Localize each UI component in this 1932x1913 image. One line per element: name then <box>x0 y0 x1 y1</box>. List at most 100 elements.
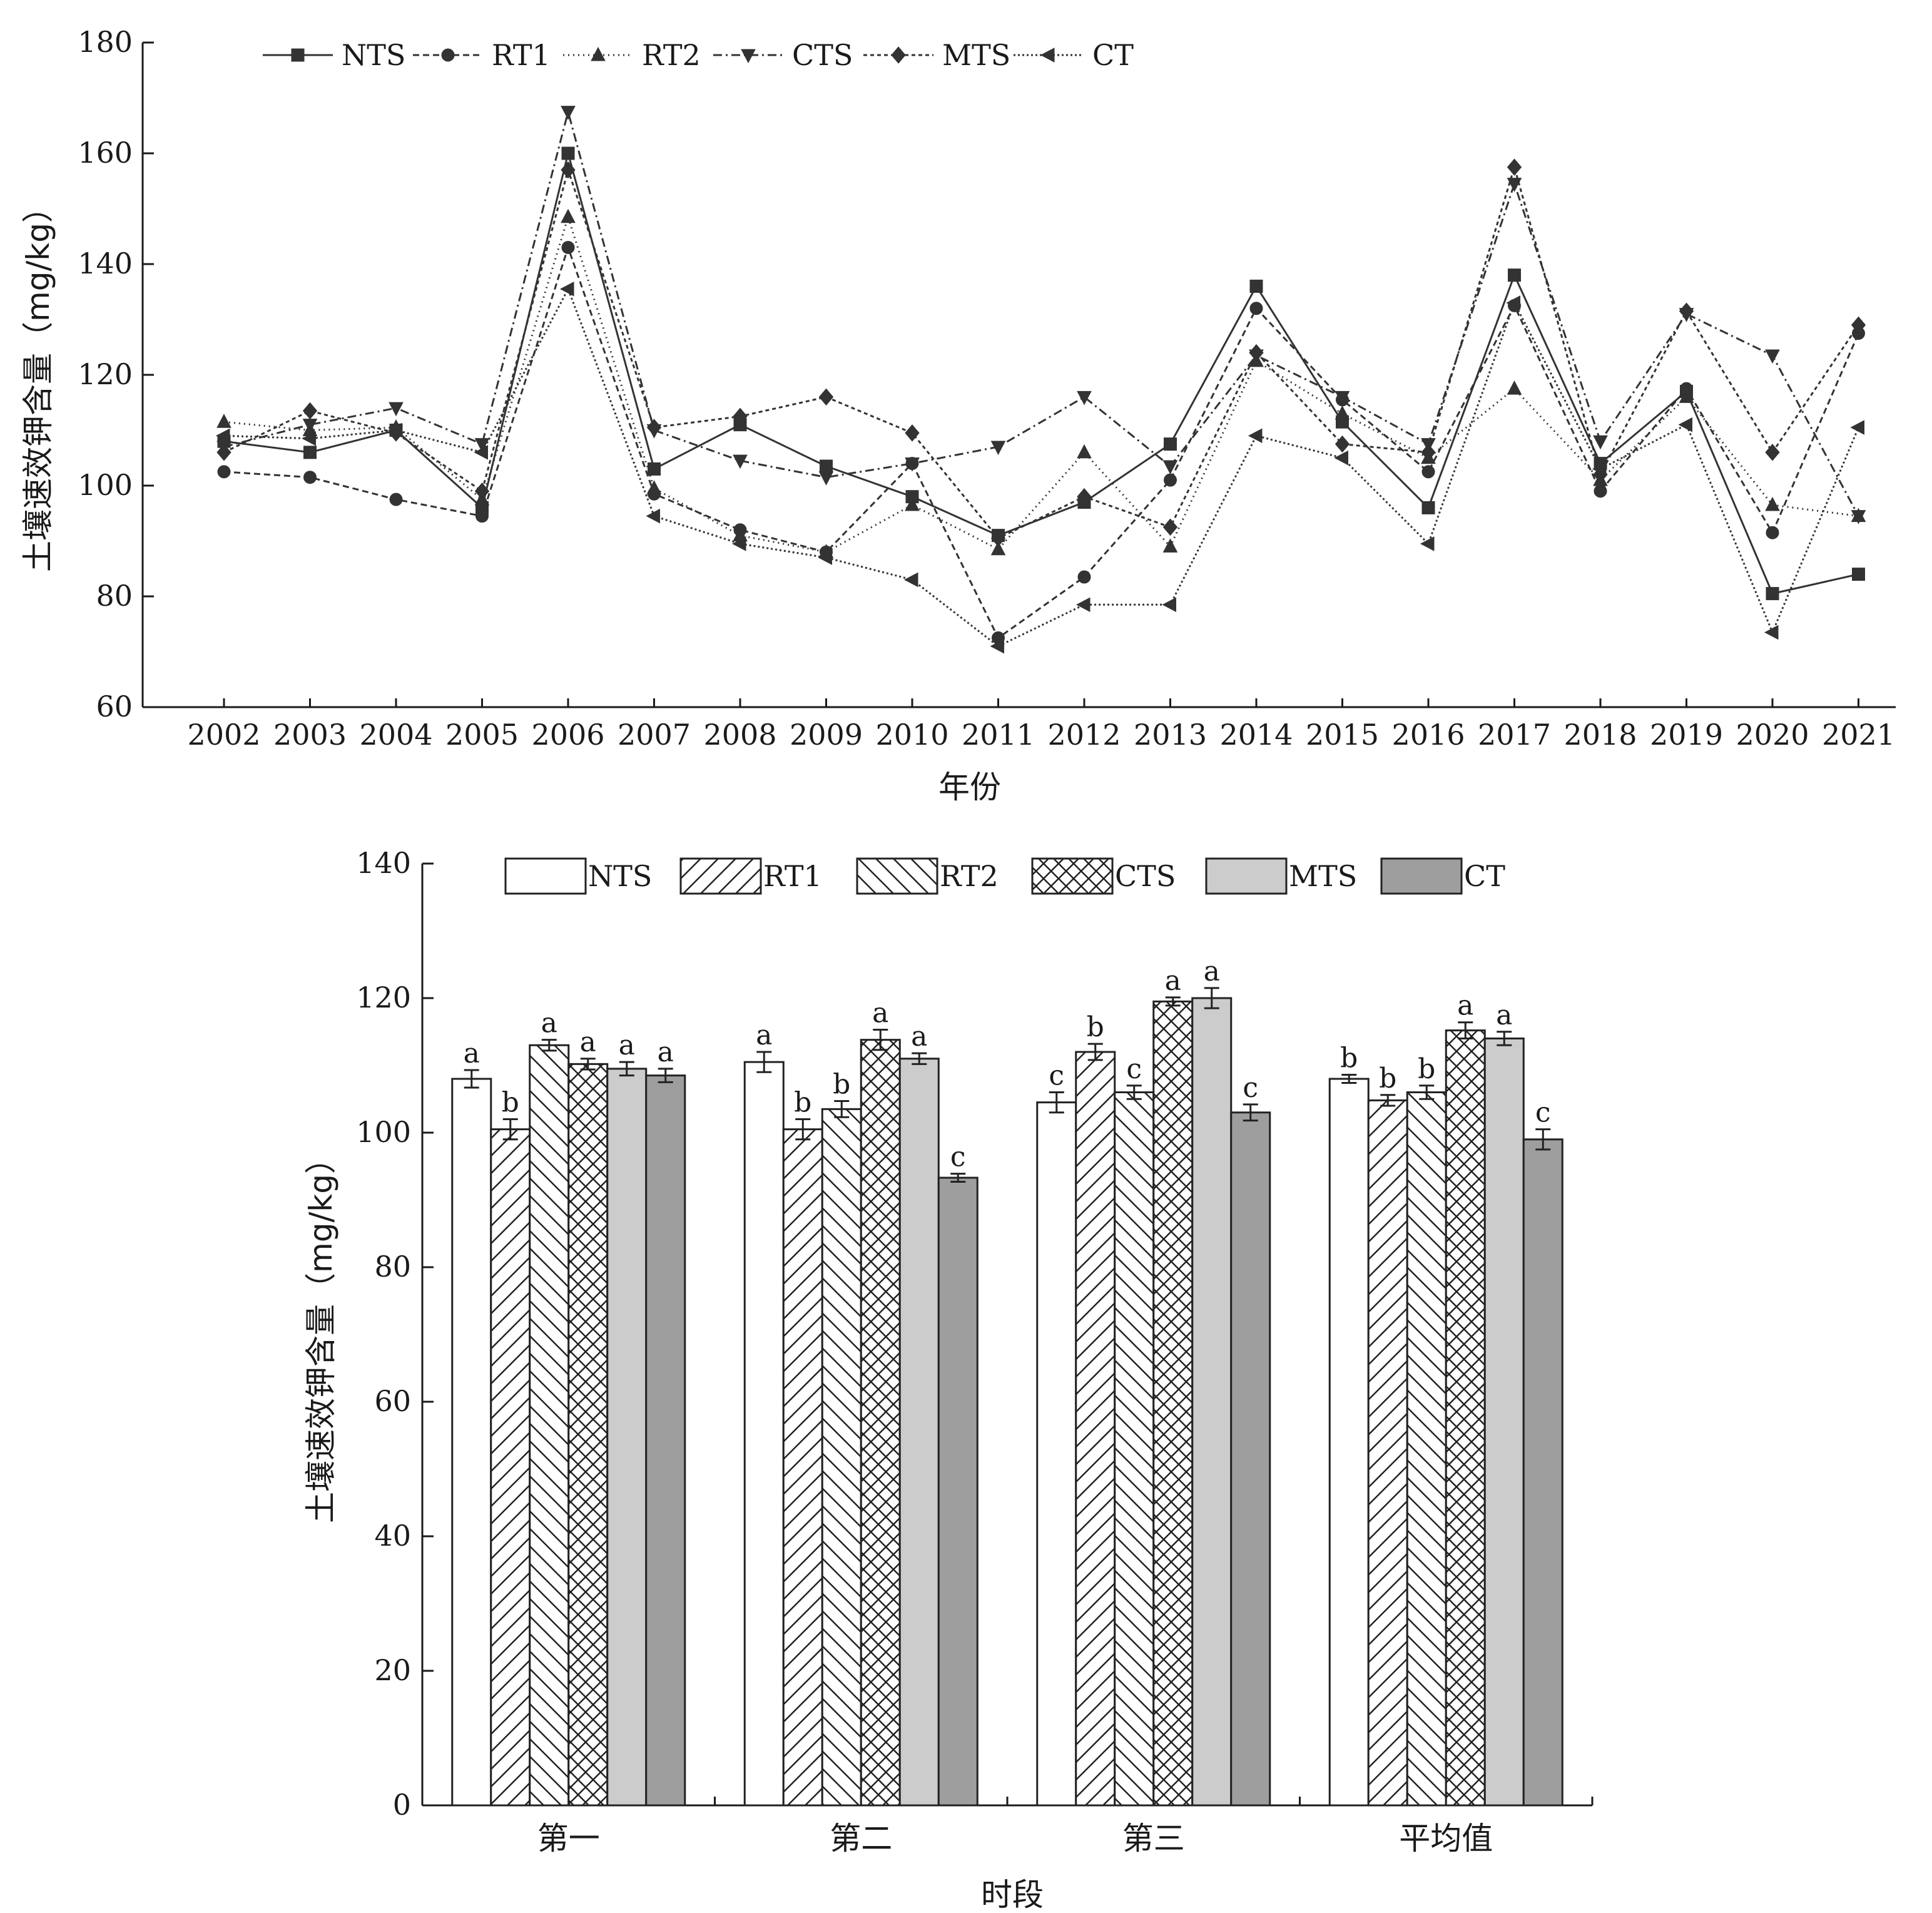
line-series-point <box>733 454 748 469</box>
significance-letter: b <box>1418 1053 1435 1085</box>
line-series-point <box>303 446 317 459</box>
bar-rt2: c <box>1114 1053 1155 1807</box>
line-chart-x-tick-label: 2008 <box>703 718 776 752</box>
line-series-point <box>1679 302 1694 320</box>
legend-marker <box>891 46 906 64</box>
legend-label: NTS <box>588 859 652 893</box>
bar-rect <box>1328 1078 1370 1807</box>
legend-item-ct: CT <box>1380 857 1505 895</box>
line-series-point <box>1507 380 1522 395</box>
bar-ct: c <box>1230 1072 1271 1807</box>
line-series-point <box>1507 178 1522 192</box>
line-series-point <box>1679 389 1694 403</box>
bar-rect <box>898 1058 940 1807</box>
line-chart: 60 80 100 120 140 160 180 2002 2003 2004 2005 2006 2… <box>20 25 1896 805</box>
line-series-point <box>561 106 576 120</box>
bar-rect <box>821 1108 862 1807</box>
bar-rect <box>937 1176 979 1807</box>
bar-mts: a <box>898 1021 940 1807</box>
line-series-point <box>646 480 662 494</box>
bar-rect <box>743 1061 785 1807</box>
bar-rect <box>1445 1029 1486 1807</box>
bar-rt2: b <box>821 1068 862 1807</box>
bar-rect <box>1406 1091 1447 1807</box>
legend-label: CTS <box>792 38 853 72</box>
line-series-point <box>646 419 662 436</box>
bar-rect <box>1152 1000 1194 1807</box>
line-series-point <box>990 541 1006 556</box>
line-series-point <box>474 445 488 460</box>
line-series-point <box>733 407 748 426</box>
line-series-nts <box>217 146 1865 601</box>
significance-letter: a <box>1457 990 1473 1022</box>
legend-marker <box>591 46 606 61</box>
line-chart-x-tick-label: 2014 <box>1219 718 1293 752</box>
bar-ct: c <box>1522 1097 1563 1807</box>
line-series-point <box>1594 484 1607 498</box>
significance-letter: a <box>756 1019 772 1051</box>
bar-chart-y-tick-label: 140 <box>356 846 411 880</box>
legend-swatch <box>1031 857 1114 895</box>
line-series-point <box>1248 428 1263 444</box>
legend-label: MTS <box>1289 859 1357 893</box>
bar-chart-y-tick-label: 40 <box>374 1519 411 1553</box>
bar-nts: a <box>451 1038 492 1807</box>
line-series-point <box>990 441 1006 456</box>
line-series-point <box>1593 435 1608 450</box>
line-series-point <box>1077 570 1091 584</box>
bar-chart-y-tick-label: 0 <box>393 1788 411 1822</box>
bar-rect <box>1036 1101 1077 1807</box>
line-series-point <box>1334 450 1348 466</box>
significance-letter: b <box>1379 1063 1396 1094</box>
legend-label: RT1 <box>492 38 551 72</box>
line-chart-y-tick-label: 80 <box>96 579 133 613</box>
line-series-point <box>731 536 746 551</box>
line-series-point <box>1162 518 1178 536</box>
bar-rt1: b <box>782 1087 823 1807</box>
significance-letter: b <box>833 1068 850 1100</box>
line-series-point <box>905 457 920 472</box>
bar-rect <box>1367 1099 1408 1807</box>
line-series-point <box>1764 625 1779 640</box>
bar-rect <box>782 1128 823 1807</box>
line-chart-x-tick-label: 2020 <box>1736 718 1809 752</box>
significance-letter: a <box>541 1008 557 1039</box>
line-series-point <box>561 240 575 254</box>
legend-item-mts: MTS <box>863 38 1010 72</box>
line-series-point <box>1164 437 1177 451</box>
significance-letter: a <box>658 1036 674 1068</box>
line-series-point <box>302 402 318 420</box>
line-chart-x-tick-label: 2019 <box>1650 718 1723 752</box>
significance-letter: b <box>502 1087 519 1119</box>
legend-swatch <box>1205 857 1288 895</box>
line-series-rt2 <box>216 208 1866 558</box>
bar-ct: a <box>645 1036 686 1807</box>
significance-letter: a <box>1165 965 1181 997</box>
line-chart-x-tick-label: 2013 <box>1134 718 1207 752</box>
significance-letter: c <box>1243 1072 1258 1104</box>
bar-rect <box>1230 1111 1271 1807</box>
legend-item-rt2: RT2 <box>563 38 701 72</box>
legend-label: CT <box>1464 859 1505 893</box>
legend-label: NTS <box>342 38 405 72</box>
bar-rect <box>1522 1138 1563 1807</box>
bar-rt1: b <box>1367 1063 1408 1807</box>
legend-marker <box>441 48 455 62</box>
bar-chart-category-label: 第三 <box>1122 1820 1185 1857</box>
bar-mts: a <box>1191 956 1233 1807</box>
bar-chart-y-axis-title: 土壤速效钾含量（mg/kg） <box>303 1143 339 1523</box>
line-series-point <box>303 471 317 484</box>
line-series-point <box>559 281 574 297</box>
line-chart-y-tick-label: 60 <box>96 690 133 723</box>
bar-rect <box>860 1039 901 1807</box>
line-chart-x-tick-label: 2015 <box>1306 718 1379 752</box>
significance-letter: c <box>950 1141 966 1173</box>
line-series-point <box>216 414 231 428</box>
line-series-path <box>223 244 1859 640</box>
line-series-path <box>223 153 1859 595</box>
legend-label: RT2 <box>940 859 999 893</box>
line-series-point <box>1335 435 1350 453</box>
bar-rect <box>1483 1038 1525 1807</box>
